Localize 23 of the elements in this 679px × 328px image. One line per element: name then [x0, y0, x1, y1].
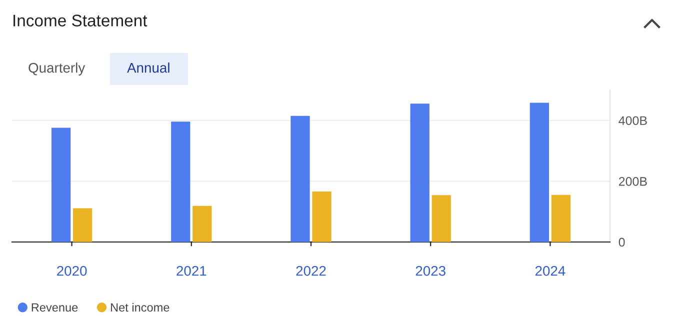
- y-tick-label: 0: [618, 238, 625, 247]
- bar: [171, 122, 190, 242]
- bar: [290, 116, 310, 242]
- x-tick-label: 2021: [176, 266, 206, 276]
- x-tick-label: 2024: [535, 266, 566, 276]
- text: Annual: [127, 62, 170, 73]
- x-tick-label: 2023: [416, 266, 446, 276]
- x-tick-label: 2022: [296, 266, 326, 276]
- x-tick-label: 2020: [57, 266, 87, 276]
- bar: [192, 206, 212, 242]
- bar: [410, 104, 430, 242]
- legend-label: Net income: [110, 302, 170, 312]
- bar: [432, 195, 451, 242]
- legend-label: Revenue: [32, 303, 78, 312]
- bar: [551, 194, 571, 242]
- chart-title: Income Statement: [14, 14, 148, 26]
- y-tick-label: 200B: [618, 177, 647, 186]
- bar: [312, 192, 332, 242]
- y-tick-label: 400B: [618, 116, 647, 126]
- bar: [530, 102, 550, 242]
- text: Quarterly: [28, 62, 86, 76]
- bar: [72, 208, 92, 242]
- bar: [51, 128, 71, 242]
